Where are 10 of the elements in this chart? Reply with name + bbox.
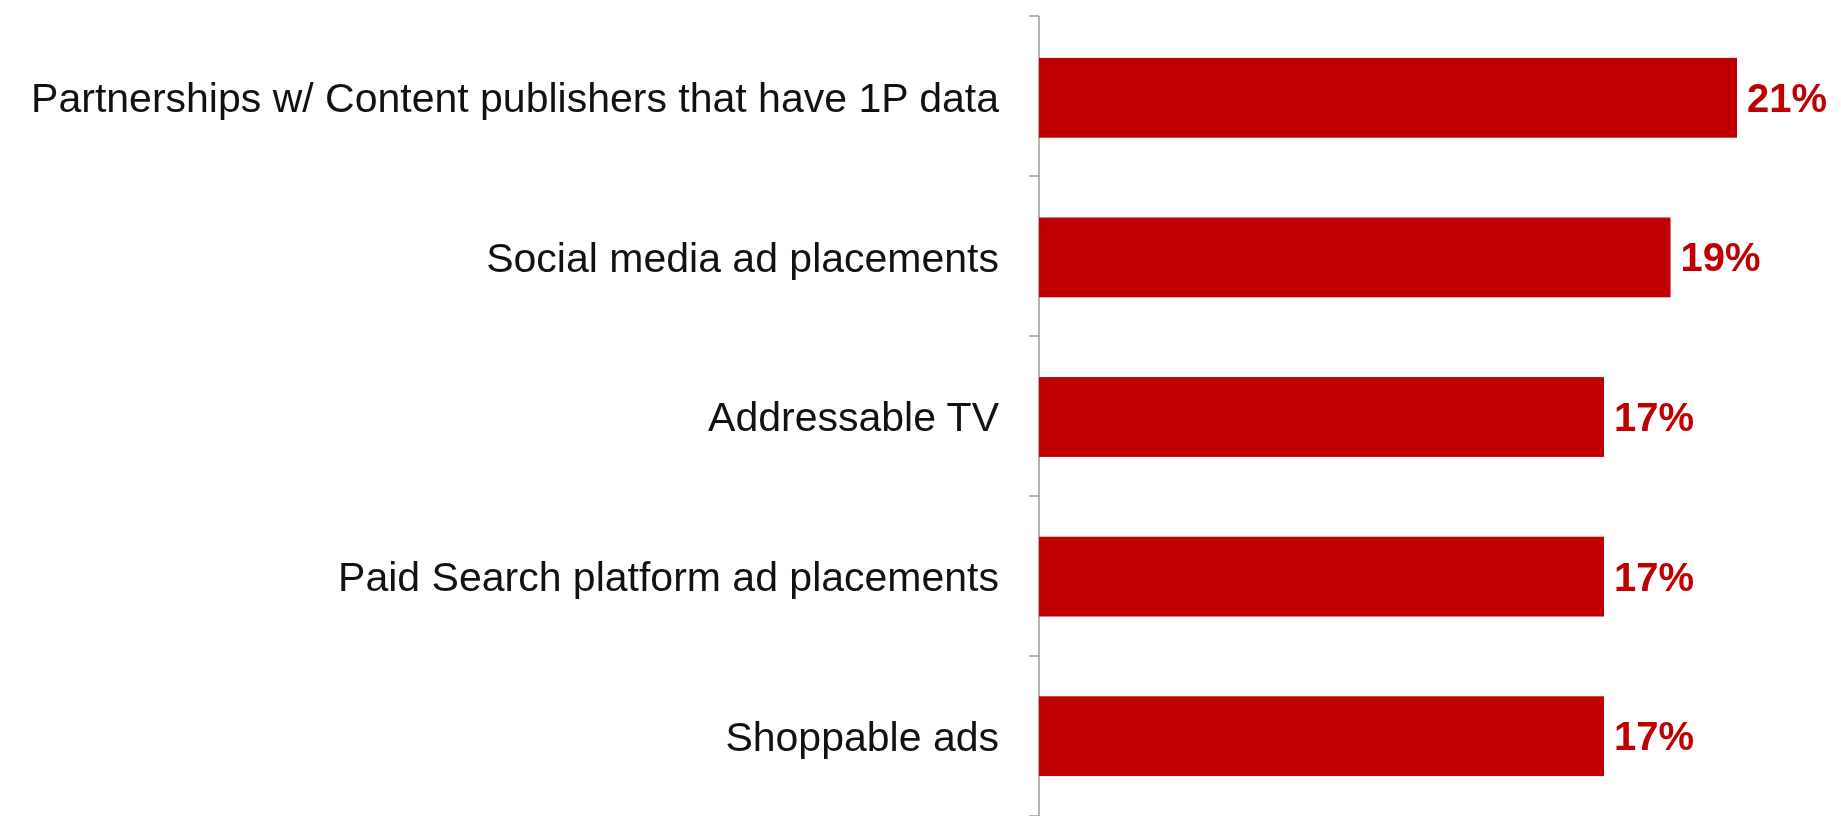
data-label: 21% — [1747, 75, 1828, 120]
data-label: 19% — [1680, 235, 1761, 280]
y-tick-label: Paid Search platform ad placements — [338, 553, 999, 600]
data-label: 17% — [1614, 395, 1695, 439]
y-tick-label: Social media ad placements — [486, 234, 999, 281]
data-label: 17% — [1614, 554, 1695, 599]
y-tick-label: Partnerships w/ Content publishers that have 1P data — [31, 75, 1000, 122]
y-tick-label: Shoppable ads — [725, 713, 999, 760]
data-label: 17% — [1614, 714, 1695, 759]
y-tick-label: Addressable TV — [708, 394, 1000, 441]
